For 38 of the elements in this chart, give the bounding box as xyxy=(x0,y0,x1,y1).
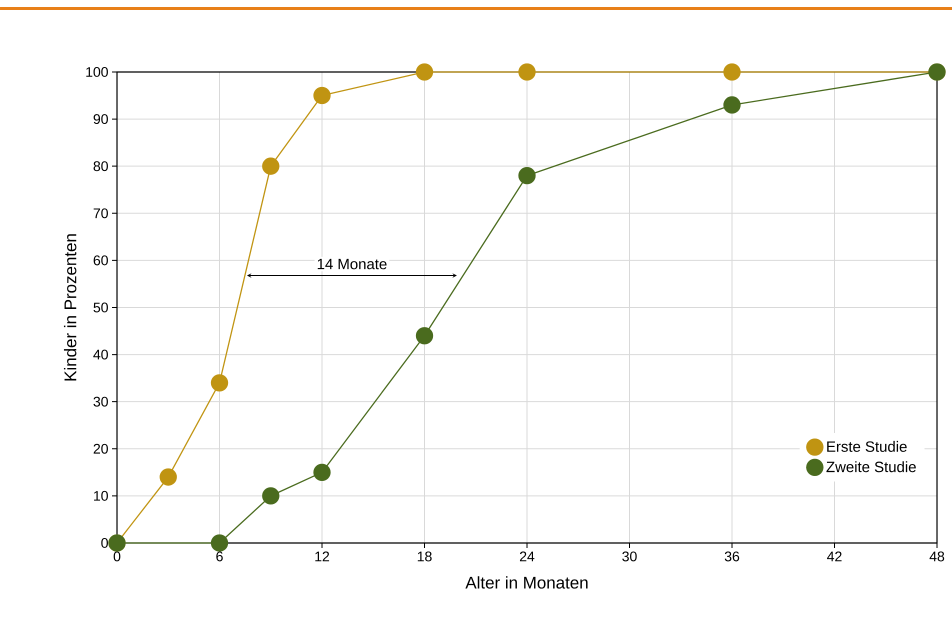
point xyxy=(518,166,536,184)
point xyxy=(262,487,280,505)
y-tick-label: 50 xyxy=(94,302,108,312)
point xyxy=(416,63,434,81)
x-tick-label: 42 xyxy=(827,551,842,562)
point xyxy=(262,158,280,175)
y-tick-label: 30 xyxy=(94,396,108,407)
y-tick-label: 90 xyxy=(94,114,108,124)
point xyxy=(723,96,741,114)
y-tick-label: 10 xyxy=(94,490,108,501)
point xyxy=(210,534,228,552)
y-tick-label: 80 xyxy=(94,161,108,172)
point xyxy=(313,86,331,104)
x-tick-label: 0 xyxy=(114,551,120,562)
x-tick-label: 24 xyxy=(520,551,534,562)
y-tick-label: 70 xyxy=(94,208,108,218)
x-tick-label: 48 xyxy=(930,551,944,562)
legend-label: Erste Studie xyxy=(827,440,907,452)
y-tick-label: 100 xyxy=(86,67,108,77)
x-tick-label: 12 xyxy=(315,551,330,562)
y-tick-label: 60 xyxy=(94,255,108,266)
x-tick-label: 18 xyxy=(418,551,432,562)
y-axis-title: Kinder in Prozenten xyxy=(64,234,76,380)
y-tick-label: 20 xyxy=(94,444,108,454)
point xyxy=(160,468,177,486)
x-tick-label: 30 xyxy=(622,551,637,562)
point xyxy=(723,63,741,81)
y-tick-label: 40 xyxy=(93,350,108,360)
x-tick-label: 6 xyxy=(216,551,223,562)
x-axis-title: Alter in Monaten xyxy=(465,576,588,589)
point xyxy=(518,63,536,81)
point xyxy=(416,327,434,344)
point xyxy=(313,464,331,481)
x-tick-label: 36 xyxy=(724,551,740,562)
point xyxy=(210,374,228,392)
annotation: 14 Monate xyxy=(318,258,387,270)
y-tick-label: 0 xyxy=(101,538,108,548)
legend-label: Zweite Studie xyxy=(826,461,916,472)
